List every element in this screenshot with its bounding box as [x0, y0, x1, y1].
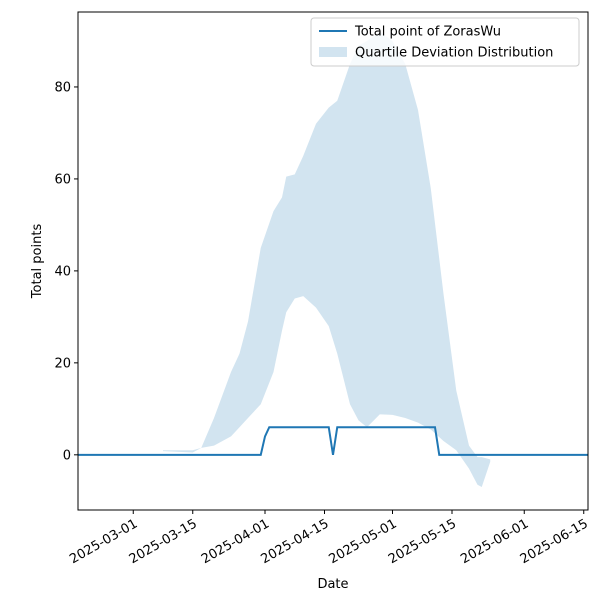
data-line	[78, 426, 588, 456]
y-tick-label: 80	[54, 80, 71, 95]
y-tick-label: 60	[54, 172, 71, 187]
y-tick-label: 0	[63, 448, 71, 463]
y-tick-label: 20	[54, 356, 71, 371]
x-axis-label: Date	[317, 577, 348, 592]
quartile-band	[163, 31, 491, 488]
y-axis-label: Total points	[30, 224, 45, 300]
legend-label: Quartile Deviation Distribution	[355, 46, 553, 61]
x-tick-label: 2025-04-15	[259, 516, 332, 567]
x-tick-label: 2025-03-15	[127, 516, 200, 567]
plot-area	[78, 31, 588, 488]
axes-frame	[77, 11, 589, 511]
legend-patch	[319, 47, 347, 57]
x-tick-label: 2025-05-15	[386, 516, 459, 567]
legend-box	[310, 17, 580, 67]
y-tick-label: 40	[54, 264, 71, 279]
x-tick-label: 2025-06-15	[518, 516, 591, 567]
legend-label: Total point of ZorasWu	[354, 25, 501, 40]
